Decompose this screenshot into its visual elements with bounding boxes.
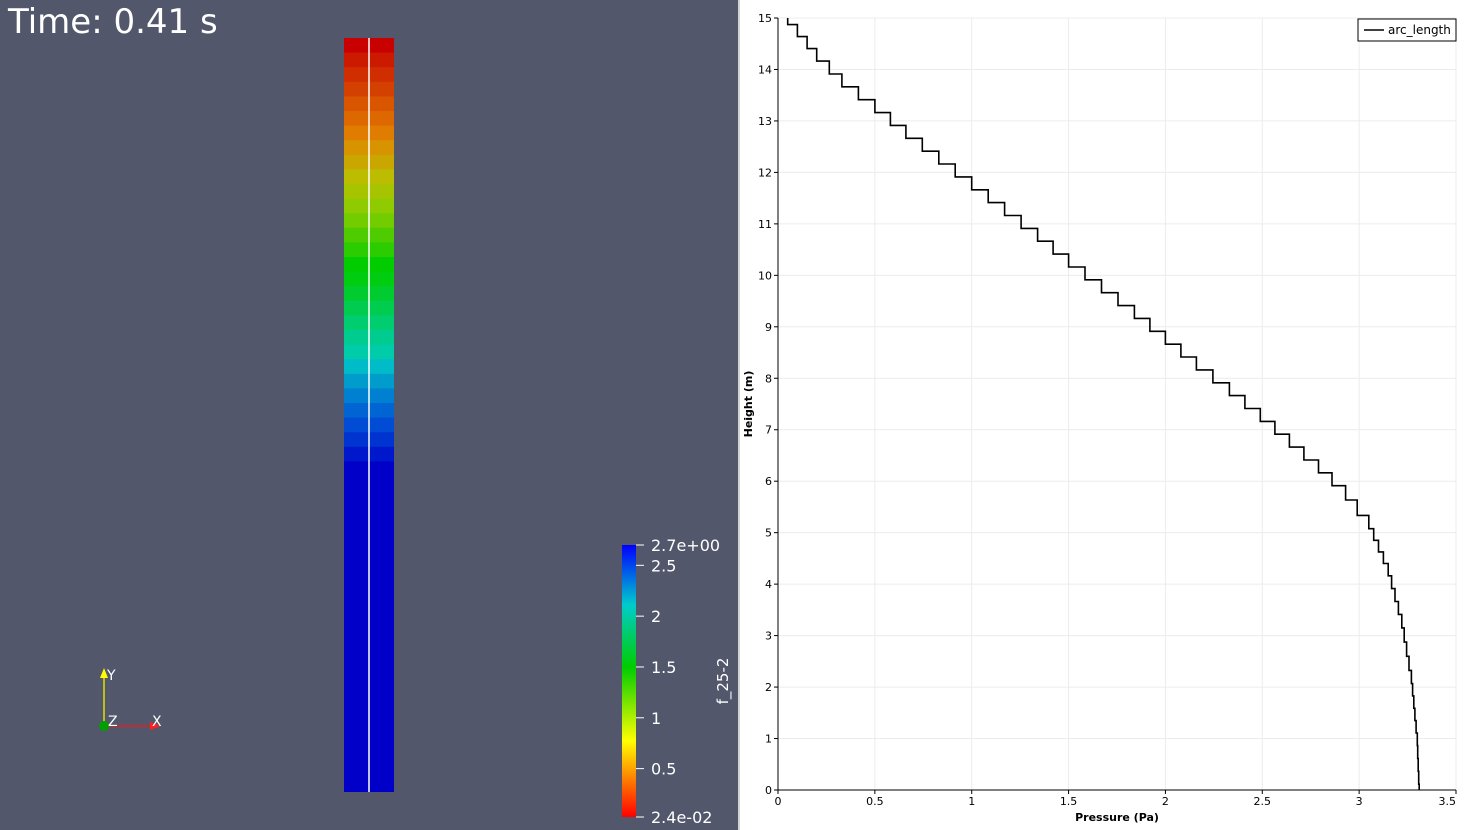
y-tick-label: 15 [758,12,772,25]
x-tick-label: 1 [968,795,975,808]
y-axis-label: Y [106,668,116,684]
mesh-column-render [344,38,394,792]
x-axis-arrow [150,722,161,730]
y-tick-label: 9 [765,321,772,334]
view-splitter[interactable] [738,0,740,830]
scalar-bar-tick-label: 1.5 [651,658,676,677]
x-tick-label: 0 [775,795,782,808]
y-tick-label: 12 [758,166,772,179]
scalar-bar-title: f_25-2 [714,658,733,705]
y-axis-title: Height (m) [742,371,755,438]
legend-box [1357,18,1457,42]
x-tick-label: 2 [1162,795,1169,808]
y-axis-arrow [100,668,108,678]
y-tick-label: 5 [765,527,772,540]
y-tick-label: 7 [765,424,772,437]
z-axis-dot [99,721,109,731]
y-tick-label: 10 [758,269,772,282]
orientation-axes: Y X Z [90,660,180,740]
x-tick-label: 3.5 [1439,795,1457,808]
render-view-3d[interactable]: Time: 0.41 s 2.7e+00 2.5 2 1.5 1 0.5 2.4e-02 f… [0,0,738,830]
y-tick-label: 14 [758,63,772,76]
y-tick-label: 6 [765,475,772,488]
scalar-bar-render: 2.7e+002.5 2 1.5 1 0.5 2.4e-02 f_25-2 [622,536,733,827]
series-line-arc-length [786,18,1420,790]
y-tick-label: 2 [765,681,772,694]
scalar-bar-tick-label: 0.5 [651,760,676,779]
scalar-bar-max-label: 2.7e+00 [651,536,720,555]
scalar-bar-tick-label: 2.5 [651,556,676,575]
y-tick-label: 1 [765,733,772,746]
x-tick-label: 1.5 [1060,795,1078,808]
scalar-bar-min-label: 2.4e-02 [651,808,712,827]
scalar-bar-tick-label: 1 [651,709,661,728]
x-axis-title: Pressure (Pa) [1075,811,1159,824]
y-tick-label: 3 [765,630,772,643]
x-axis-label: X [152,714,162,730]
y-tick-label: 11 [758,218,772,231]
x-tick-label: 2.5 [1254,795,1272,808]
time-annotation: Time: 0.41 s [8,2,218,42]
scalar-bar-gradient [622,545,636,817]
x-tick-label: 0.5 [866,795,884,808]
y-tick-label: 13 [758,115,772,128]
scalar-bar[interactable]: 2.7e+00 2.5 2 1.5 1 0.5 2.4e-02 f_25-2 [600,530,738,830]
line-chart: 0 0.5 1 1.5 2 2.5 3 3.5 0123456789101112131415 … [742,12,1457,824]
line-chart-view[interactable]: 0 0.5 1 1.5 2 2.5 3 3.5 0 1 2 3 4 5 6 7 8 9 10 11 12 13 14 15 … [740,0,1476,830]
x-tick-label: 3 [1356,795,1363,808]
scalar-bar-tick-label: 2 [651,607,661,626]
mesh-column [344,38,394,792]
y-tick-label: 8 [765,372,772,385]
y-tick-label: 4 [765,578,772,591]
z-axis-label: Z [108,714,118,730]
chart-grid [777,17,1457,791]
chart-legend[interactable]: arc_length [1357,18,1457,42]
legend-label-arc-length: arc_length [1388,23,1451,37]
y-tick-label: 0 [765,784,772,797]
x-axis-ticks: 0 0.5 1 1.5 2 2.5 3 3.5 [775,790,1457,808]
